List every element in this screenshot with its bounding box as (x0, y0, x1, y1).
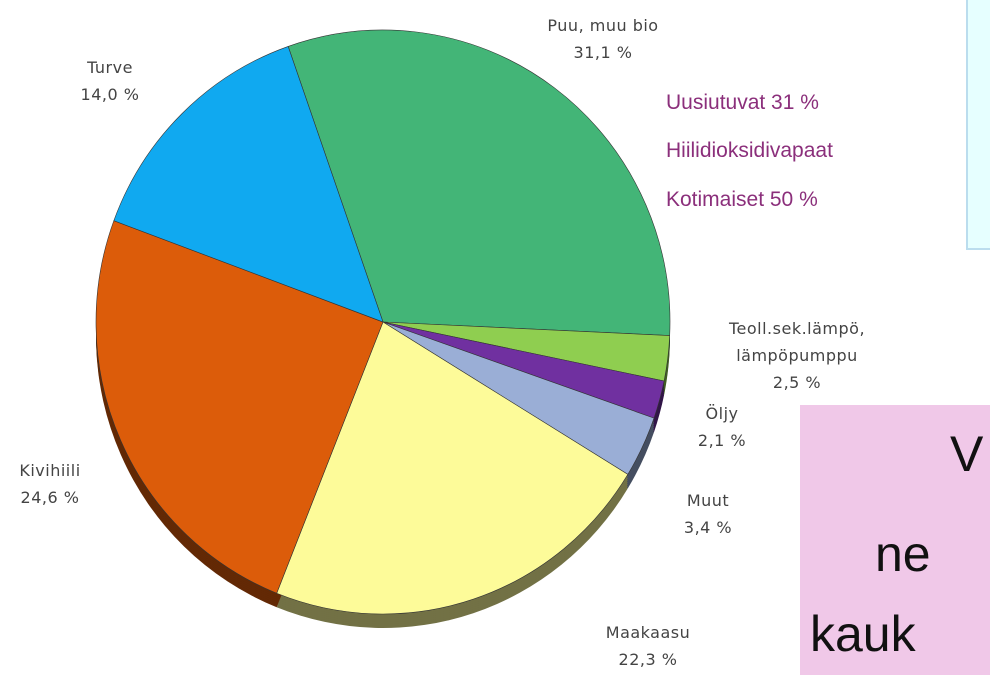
slice-label: Kivihiili (19, 461, 81, 480)
note: Uusiutuvat 31 % (666, 91, 819, 114)
slice-label: Muut (686, 491, 730, 510)
slice-label: Öljy (705, 404, 739, 423)
slice (95, 220, 384, 594)
value-label: 24,6 % (20, 488, 80, 507)
panel-text: ne (875, 526, 931, 582)
slice (287, 29, 671, 336)
slice-label: Turve (87, 58, 133, 77)
panel-text: kauk (810, 606, 916, 662)
value-label: 2,5 % (772, 373, 822, 392)
note: Kotimaiset 50 % (666, 188, 818, 211)
panel-text: V (950, 426, 984, 482)
note: Hiilidioksidivapaat (666, 139, 833, 162)
slice-label: Puu, muu bio (547, 16, 659, 35)
value-label: 31,1 % (573, 43, 633, 62)
value-label: 3,4 % (683, 518, 733, 537)
slice-label: Teoll.sek.lämpö, lämpöpumppu (728, 319, 866, 365)
slice (113, 46, 384, 323)
value-label: 14,0 % (80, 85, 140, 104)
slice-label: Maakaasu (605, 623, 691, 642)
slice (276, 321, 629, 615)
value-label: 22,3 % (618, 650, 678, 669)
side-panel (966, 0, 990, 250)
text-panel: V ne kauk (800, 405, 990, 675)
value-label: 2,1 % (697, 431, 747, 450)
